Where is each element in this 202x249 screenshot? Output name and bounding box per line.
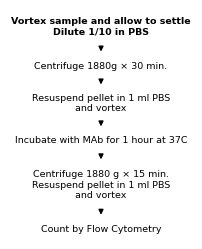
Text: Count by Flow Cytometry: Count by Flow Cytometry xyxy=(41,225,161,234)
Text: Centrifuge 1880g × 30 min.: Centrifuge 1880g × 30 min. xyxy=(34,62,168,71)
Text: Centrifuge 1880 g × 15 min.
Resuspend pellet in 1 ml PBS
and vortex: Centrifuge 1880 g × 15 min. Resuspend pe… xyxy=(32,170,170,200)
Text: Resuspend pellet in 1 ml PBS
and vortex: Resuspend pellet in 1 ml PBS and vortex xyxy=(32,94,170,113)
Text: Vortex sample and allow to settle
Dilute 1/10 in PBS: Vortex sample and allow to settle Dilute… xyxy=(11,17,191,36)
Text: Incubate with MAb for 1 hour at 37C: Incubate with MAb for 1 hour at 37C xyxy=(15,136,187,145)
